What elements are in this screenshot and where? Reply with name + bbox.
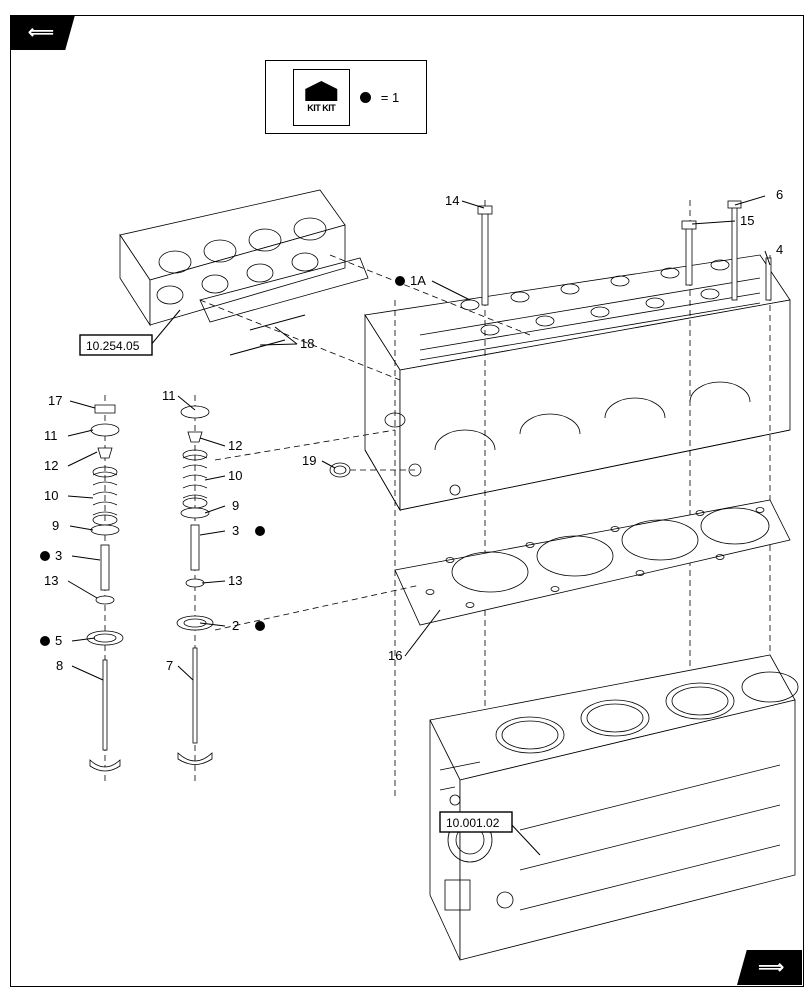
callout-17: 17	[48, 393, 62, 408]
callout-1A: 1A	[410, 273, 426, 288]
callout-12: 12	[228, 438, 242, 453]
callout-11-left: 11	[44, 428, 58, 443]
valve-stack-intake	[177, 395, 213, 785]
callout-5: 5	[55, 633, 62, 648]
callout-13: 13	[228, 573, 242, 588]
callout-6: 6	[776, 187, 783, 202]
callout-9: 9	[232, 498, 239, 513]
callout-18: 18	[300, 336, 314, 351]
callout-10: 10	[228, 468, 242, 483]
callout-2: 2	[232, 618, 239, 633]
ref-label-block: 10.001.02	[446, 816, 500, 830]
callout-11: 11	[162, 388, 176, 403]
callout-10-left: 10	[44, 488, 58, 503]
callout-13-left: 13	[44, 573, 58, 588]
exploded-diagram: 10.254.05 10.001.02 1A 2 3 3 4 5 6 7 8 9…	[0, 0, 812, 1000]
callout-7: 7	[166, 658, 173, 673]
callout-3: 3	[232, 523, 239, 538]
callout-15: 15	[740, 213, 754, 228]
callout-4: 4	[776, 242, 783, 257]
callout-19: 19	[302, 453, 316, 468]
valve-stack-exhaust	[87, 395, 123, 785]
callout-16: 16	[388, 648, 402, 663]
cylinder-head	[365, 255, 790, 510]
head-gasket	[395, 500, 790, 625]
callout-12-left: 12	[44, 458, 58, 473]
callout-14: 14	[445, 193, 459, 208]
ref-label-manifold: 10.254.05	[86, 339, 140, 353]
callout-8: 8	[56, 658, 63, 673]
callout-3-left: 3	[55, 548, 62, 563]
callout-9-left: 9	[52, 518, 59, 533]
